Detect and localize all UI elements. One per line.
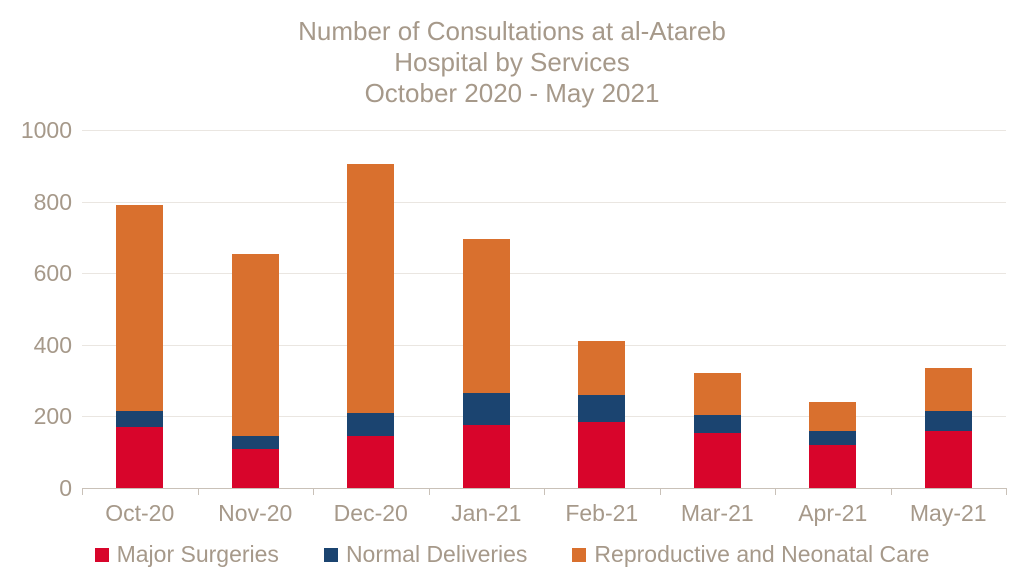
x-axis-tick bbox=[197, 488, 199, 495]
bar-segment-oct-20-major-surgeries bbox=[116, 427, 164, 488]
bar-segment-oct-20-normal-deliveries bbox=[116, 411, 164, 428]
bar-segment-mar-21-normal-deliveries bbox=[693, 414, 741, 433]
x-axis-tick bbox=[313, 488, 314, 495]
legend-item-major-surgeries: Major Surgeries bbox=[94, 541, 279, 568]
bar-nov-20 bbox=[231, 253, 279, 488]
x-axis-tick bbox=[82, 488, 83, 495]
bar-segment-mar-21-major-surgeries bbox=[693, 432, 741, 488]
bar-segment-feb-21-normal-deliveries bbox=[578, 394, 626, 422]
bar-oct-20 bbox=[116, 205, 164, 488]
legend-item-reproductive-and-neonatal-care: Reproductive and Neonatal Care bbox=[572, 541, 929, 568]
y-axis-tick-label-400: 400 bbox=[33, 331, 72, 358]
bar-segment-feb-21-reproductive-and-neonatal-care bbox=[578, 341, 626, 395]
bar-segment-jan-21-normal-deliveries bbox=[462, 393, 510, 426]
bar-segment-jan-21-major-surgeries bbox=[462, 425, 510, 488]
chart-legend: Major Surgeries Normal Deliveries Reproduc… bbox=[0, 541, 1024, 568]
x-axis-labels: Oct-20 Nov-20 Dec-20 Jan-21 Feb-21 Mar-21 Apr-… bbox=[82, 500, 1006, 526]
gridline-200 bbox=[82, 416, 1006, 418]
chart-title-line-1: Number of Consultations at al-Atareb bbox=[298, 16, 726, 46]
y-axis-tick-label-200: 200 bbox=[33, 403, 72, 430]
bar-segment-dec-20-major-surgeries bbox=[347, 436, 395, 488]
bar-segment-apr-21-major-surgeries bbox=[809, 445, 857, 488]
chart-title: Number of Consultations at al-Atareb Hos… bbox=[0, 16, 1024, 109]
bar-mar-21 bbox=[693, 373, 741, 488]
gridline-800 bbox=[82, 201, 1006, 203]
x-axis-tick bbox=[1006, 488, 1007, 495]
x-axis-tick bbox=[890, 488, 892, 495]
bar-dec-20 bbox=[347, 164, 395, 488]
y-axis-tick-label-1000: 1000 bbox=[20, 117, 72, 143]
bar-segment-may-21-normal-deliveries bbox=[924, 411, 972, 431]
y-axis-tick-label-600: 600 bbox=[33, 260, 72, 287]
bar-segment-nov-20-major-surgeries bbox=[231, 448, 279, 488]
legend-swatch-major-surgeries bbox=[94, 547, 109, 562]
gridline-600 bbox=[82, 273, 1006, 275]
chart-title-line-3: October 2020 - May 2021 bbox=[364, 78, 660, 108]
legend-item-normal-deliveries: Normal Deliveries bbox=[323, 541, 528, 568]
bar-segment-apr-21-reproductive-and-neonatal-care bbox=[809, 402, 857, 431]
plot-area bbox=[82, 130, 1007, 495]
bar-may-21 bbox=[924, 368, 972, 488]
x-axis-tick-label-dec-20: Dec-20 bbox=[333, 500, 408, 526]
x-axis-tick bbox=[428, 488, 430, 495]
x-axis-tick-label-jan-21: Jan-21 bbox=[451, 500, 522, 526]
x-axis-tick-label-nov-20: Nov-20 bbox=[218, 500, 293, 526]
bar-segment-dec-20-normal-deliveries bbox=[347, 412, 395, 437]
x-axis-tick-label-mar-21: Mar-21 bbox=[680, 500, 754, 526]
legend-label-normal-deliveries: Normal Deliveries bbox=[345, 541, 528, 567]
legend-label-major-surgeries: Major Surgeries bbox=[116, 541, 279, 567]
bar-segment-mar-21-reproductive-and-neonatal-care bbox=[693, 373, 741, 415]
gridline-1000 bbox=[82, 130, 1006, 131]
bar-apr-21 bbox=[809, 402, 857, 488]
bar-feb-21 bbox=[578, 341, 626, 488]
bar-segment-feb-21-major-surgeries bbox=[578, 421, 626, 488]
legend-swatch-normal-deliveries bbox=[323, 547, 338, 562]
x-axis-tick bbox=[544, 488, 545, 495]
bar-segment-apr-21-normal-deliveries bbox=[809, 430, 857, 446]
gridline-400 bbox=[82, 344, 1006, 346]
x-axis-tick-label-apr-21: Apr-21 bbox=[798, 500, 868, 526]
legend-label-reproductive-and-neonatal-care: Reproductive and Neonatal Care bbox=[594, 541, 930, 567]
chart-title-line-2: Hospital by Services bbox=[394, 47, 630, 77]
bar-segment-jan-21-reproductive-and-neonatal-care bbox=[462, 239, 510, 394]
bar-segment-nov-20-normal-deliveries bbox=[231, 436, 279, 449]
bar-jan-21 bbox=[462, 239, 510, 488]
bar-segment-may-21-reproductive-and-neonatal-care bbox=[924, 368, 972, 412]
x-axis-tick bbox=[659, 488, 661, 495]
x-axis-tick-label-feb-21: Feb-21 bbox=[565, 500, 639, 526]
x-axis-tick bbox=[775, 488, 776, 495]
y-axis-tick-label-0: 0 bbox=[59, 475, 72, 501]
y-axis-tick-label-800: 800 bbox=[33, 188, 72, 215]
x-axis-tick-label-oct-20: Oct-20 bbox=[105, 500, 175, 526]
bar-segment-dec-20-reproductive-and-neonatal-care bbox=[347, 164, 395, 413]
bar-segment-nov-20-reproductive-and-neonatal-care bbox=[231, 253, 279, 437]
bar-segment-may-21-major-surgeries bbox=[924, 430, 972, 488]
x-axis-tick-label-may-21: May-21 bbox=[909, 500, 987, 526]
legend-swatch-reproductive-and-neonatal-care bbox=[572, 547, 587, 562]
bar-segment-oct-20-reproductive-and-neonatal-care bbox=[116, 205, 164, 412]
